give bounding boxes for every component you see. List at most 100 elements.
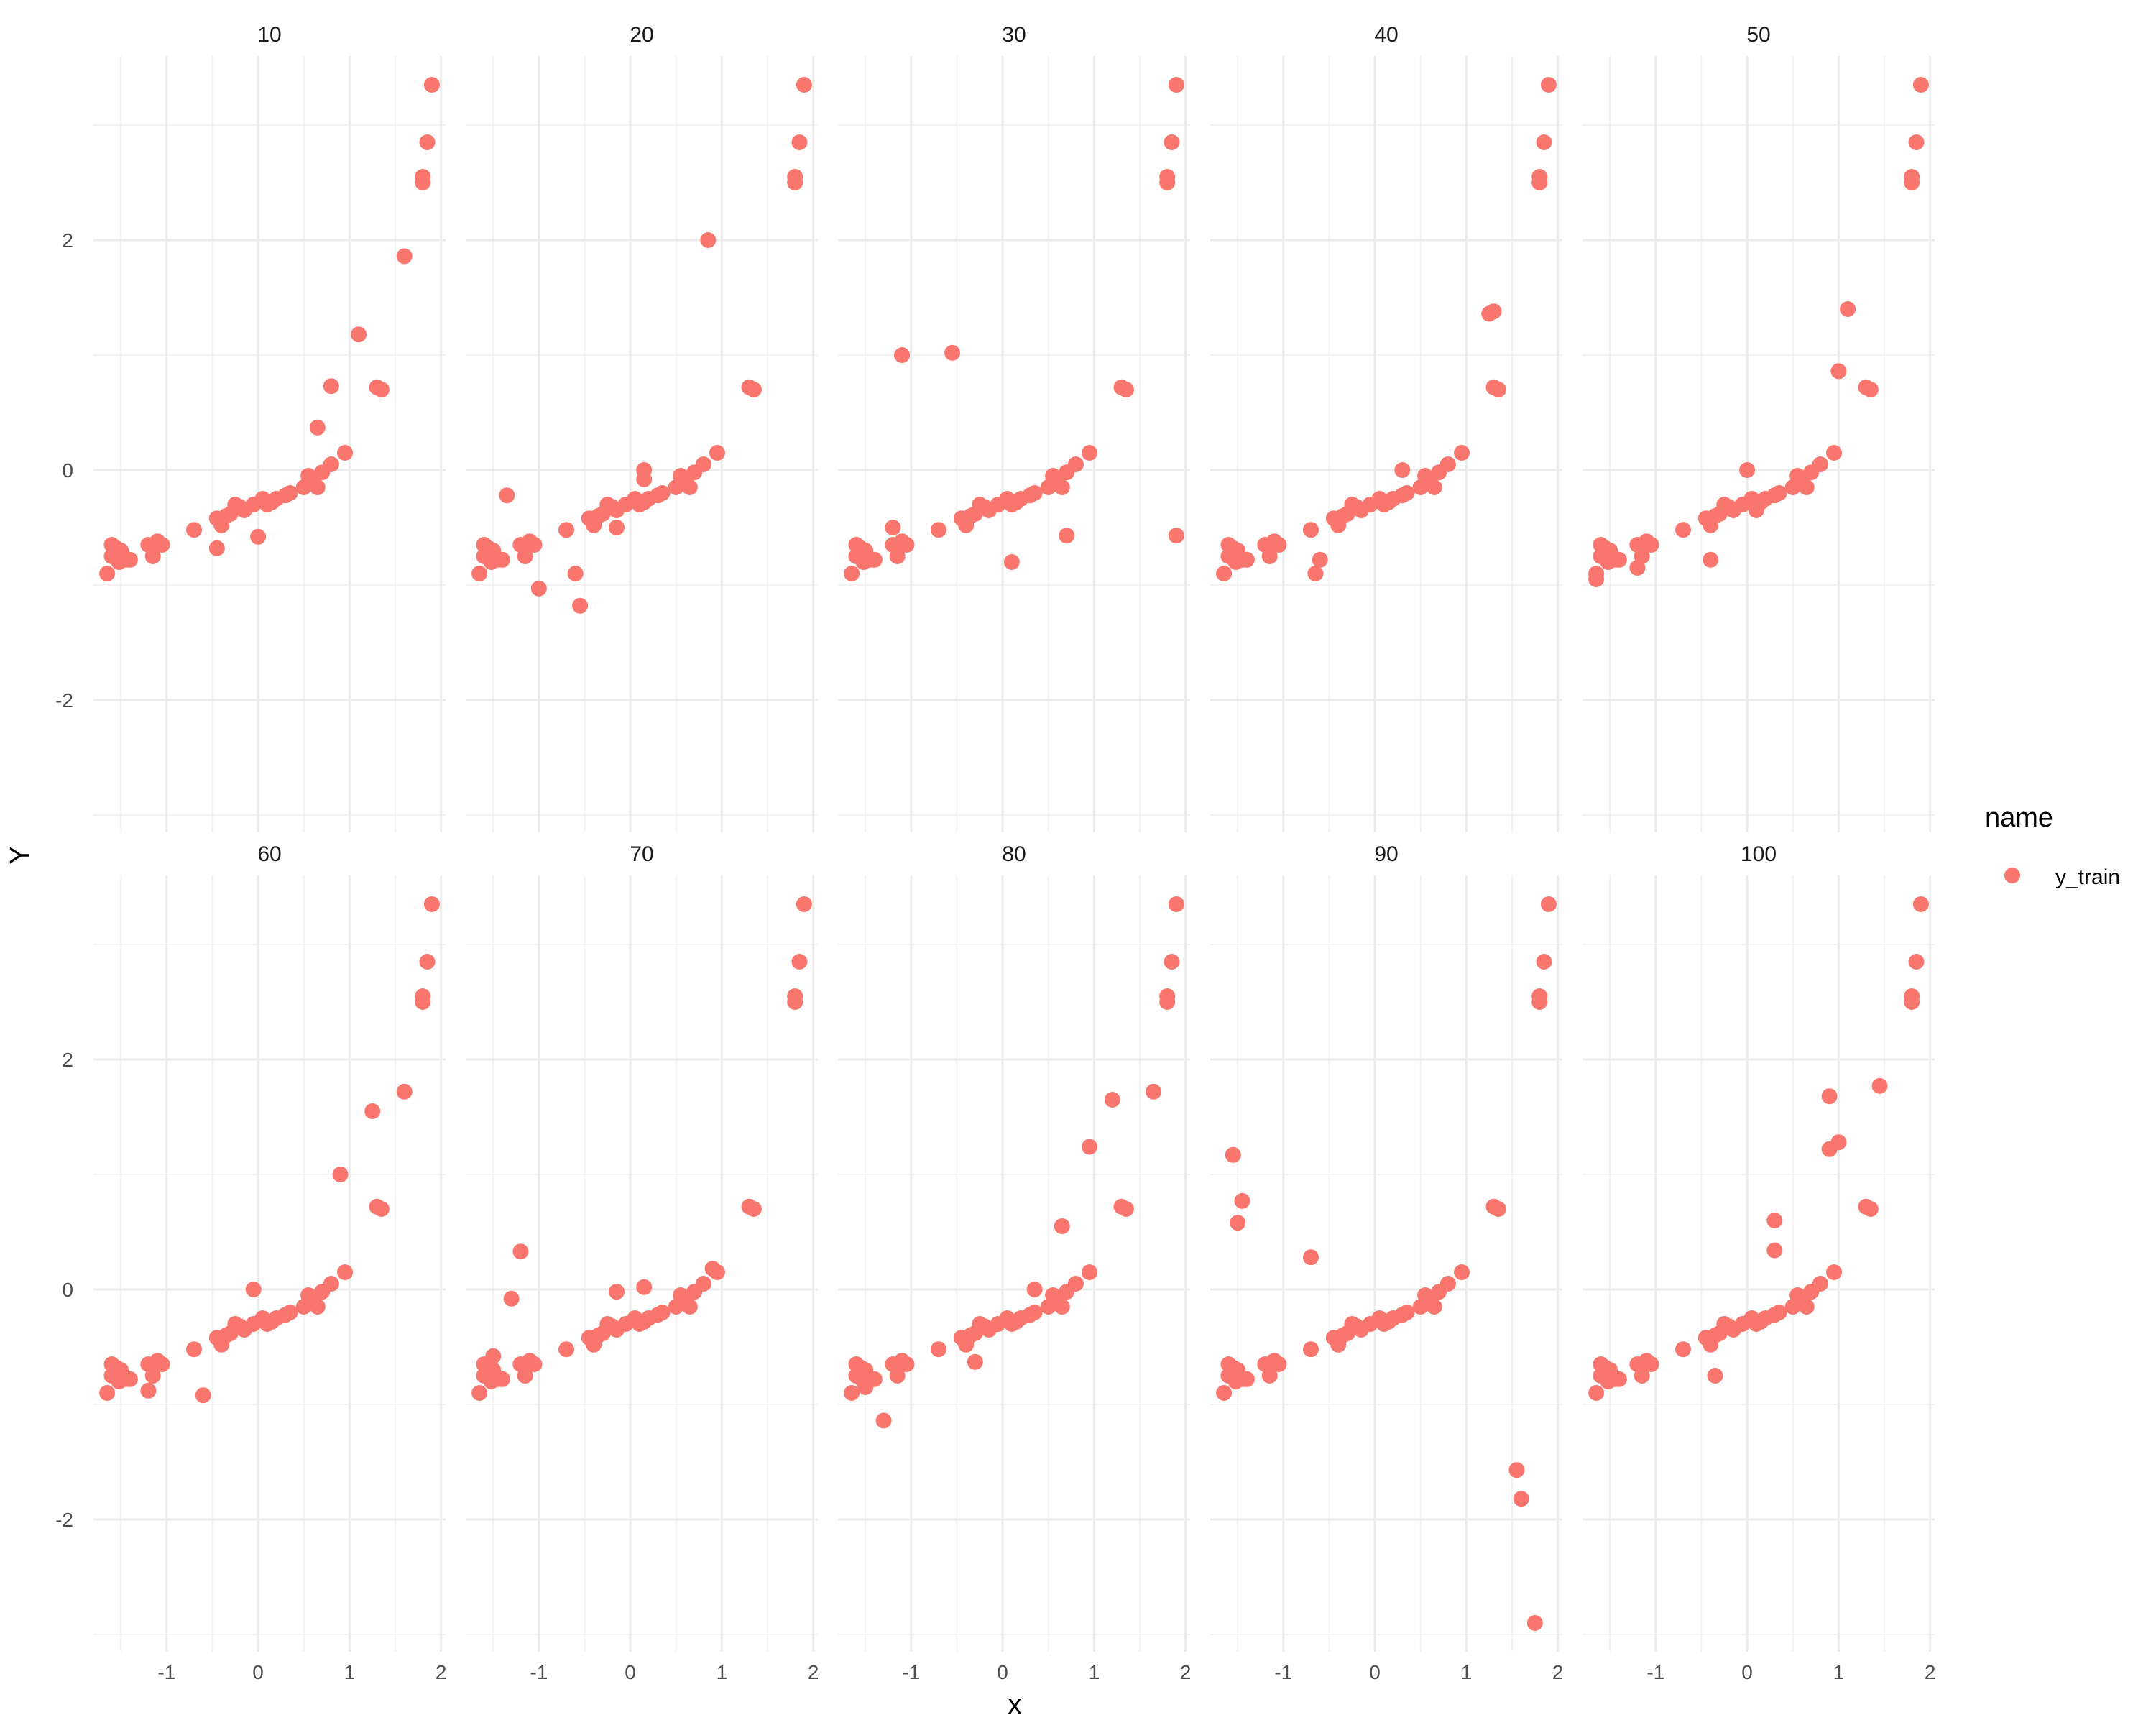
- data-point: [1168, 77, 1184, 93]
- data-point: [1164, 954, 1180, 970]
- data-point: [140, 1382, 157, 1399]
- data-point: [99, 566, 116, 581]
- y-tick-label: 2: [62, 229, 73, 252]
- data-point: [1168, 896, 1184, 912]
- data-point: [1003, 554, 1020, 570]
- data-point: [1146, 1083, 1162, 1100]
- data-point: [1026, 1305, 1043, 1320]
- legend: name y_train: [1985, 803, 2120, 889]
- data-point: [1399, 485, 1415, 501]
- data-point: [844, 1385, 860, 1401]
- data-point: [1426, 479, 1442, 495]
- data-point: [1394, 462, 1411, 478]
- data-point: [1531, 988, 1548, 1004]
- facet-strip-label: 40: [1374, 23, 1398, 47]
- data-point: [121, 551, 138, 568]
- data-point: [121, 1371, 138, 1387]
- data-point: [1798, 479, 1815, 495]
- data-point: [494, 1371, 510, 1387]
- data-point: [1536, 954, 1552, 970]
- data-point: [1261, 1368, 1278, 1384]
- data-point: [1303, 1249, 1319, 1266]
- facet-panel-50: 50: [1583, 23, 1935, 832]
- data-point: [1439, 1276, 1456, 1292]
- data-point: [1766, 1213, 1783, 1228]
- data-point: [609, 520, 625, 535]
- data-point: [494, 551, 510, 568]
- data-point: [889, 548, 906, 564]
- data-point: [1054, 479, 1070, 495]
- data-point: [471, 1385, 488, 1401]
- data-point: [636, 1279, 653, 1295]
- data-point: [1798, 1299, 1815, 1315]
- data-point: [195, 1387, 211, 1404]
- facet-panel-80: 80 -1 0 1 2: [838, 842, 1191, 1683]
- data-point: [1904, 988, 1920, 1004]
- data-point: [1908, 954, 1925, 970]
- x-tick-label: 0: [1741, 1661, 1753, 1683]
- data-point: [1513, 1491, 1529, 1507]
- x-axis-title: x: [1008, 1690, 1022, 1720]
- data-point: [1067, 456, 1084, 472]
- data-point: [857, 1379, 874, 1395]
- data-point: [1168, 528, 1184, 544]
- x-tick-label: -1: [530, 1661, 548, 1683]
- data-point: [1164, 134, 1180, 150]
- data-point: [1454, 445, 1470, 461]
- data-point: [1707, 1368, 1723, 1384]
- data-point: [1490, 1201, 1506, 1217]
- data-point: [898, 1356, 915, 1372]
- data-point: [282, 1305, 298, 1320]
- data-point: [512, 1243, 529, 1260]
- data-point: [1771, 485, 1787, 501]
- data-point: [695, 456, 711, 472]
- data-point: [208, 540, 225, 556]
- data-point: [1054, 1299, 1070, 1315]
- data-point: [1812, 1276, 1828, 1292]
- data-point: [526, 537, 543, 553]
- data-point: [1104, 1092, 1120, 1108]
- data-point: [144, 548, 161, 564]
- x-tick-label: 2: [808, 1661, 819, 1683]
- data-point: [1261, 548, 1278, 564]
- facet-strip-label: 50: [1746, 23, 1770, 47]
- data-point: [526, 1356, 543, 1372]
- data-point: [894, 347, 911, 363]
- data-point: [1643, 537, 1659, 553]
- data-point: [885, 520, 901, 535]
- facet-strip-label: 60: [257, 842, 281, 866]
- legend-title: name: [1985, 803, 2053, 833]
- data-point: [1526, 1615, 1543, 1631]
- x-tick-label: 2: [1925, 1661, 1936, 1683]
- data-point: [282, 485, 298, 501]
- data-point: [1748, 502, 1764, 518]
- data-point: [1912, 896, 1929, 912]
- data-point: [517, 1368, 533, 1384]
- data-point: [1540, 77, 1557, 93]
- data-point: [1238, 1371, 1255, 1387]
- y-tick-label: 0: [62, 459, 73, 482]
- data-point: [1159, 169, 1176, 185]
- facet-strip-label: 30: [1002, 23, 1026, 47]
- data-point: [1531, 169, 1548, 185]
- data-point: [1830, 363, 1847, 380]
- data-point: [471, 566, 488, 581]
- data-point: [1912, 77, 1929, 93]
- data-point: [154, 537, 170, 553]
- data-point: [1082, 1264, 1097, 1280]
- y-tick-label: 0: [62, 1279, 73, 1301]
- data-point: [1159, 988, 1176, 1004]
- data-point: [1540, 896, 1557, 912]
- data-point: [1812, 456, 1828, 472]
- facet-strip-label: 90: [1374, 842, 1398, 866]
- data-point: [99, 1385, 116, 1401]
- facet-panel-20: 20: [466, 23, 818, 832]
- facet-strip-label: 80: [1002, 842, 1026, 866]
- data-point: [1399, 1305, 1415, 1320]
- data-point: [1490, 382, 1506, 397]
- x-tick-label: 0: [997, 1661, 1008, 1683]
- x-tick-label: -1: [157, 1661, 175, 1683]
- data-point: [1508, 1462, 1525, 1478]
- data-point: [1643, 1356, 1659, 1372]
